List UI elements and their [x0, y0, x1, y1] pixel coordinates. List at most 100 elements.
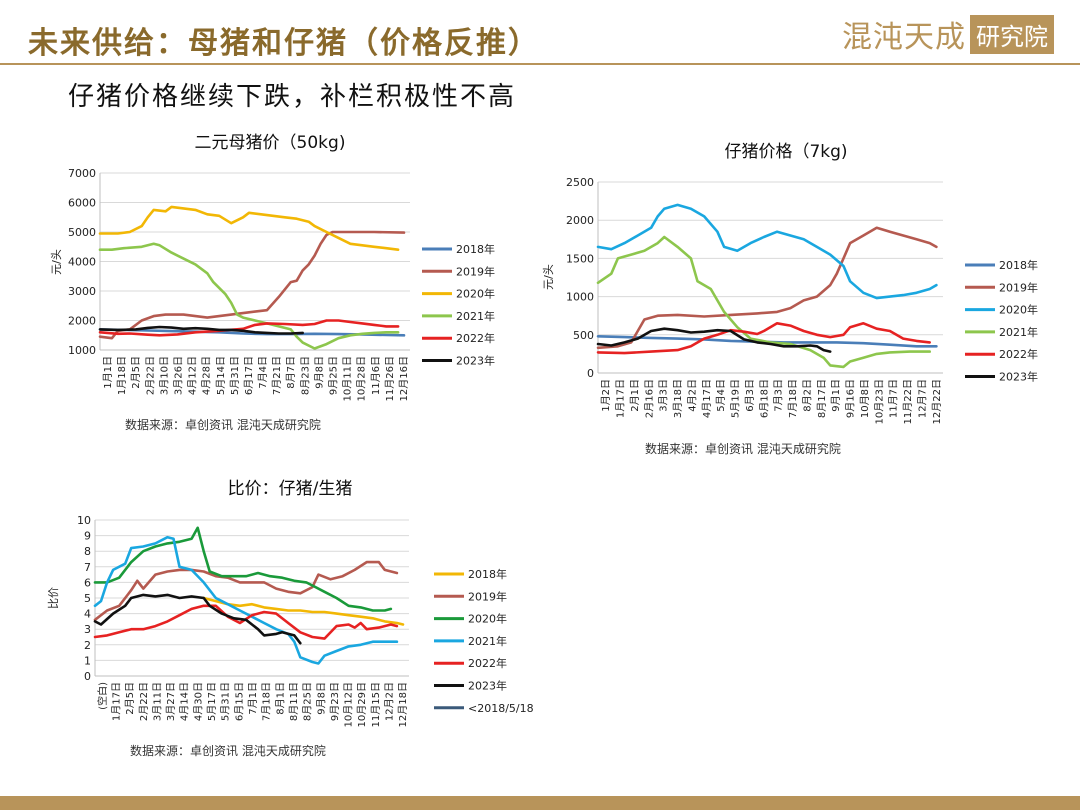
- data-source: 数据来源：卓创资讯 混沌天成研究院: [645, 441, 841, 456]
- y-tick-label: 0: [84, 670, 91, 683]
- x-tick-label: 8月1日: [274, 682, 286, 715]
- y-tick-label: 5000: [68, 226, 96, 239]
- y-tick-label: 7000: [68, 167, 96, 180]
- y-tick-label: 6: [84, 576, 91, 589]
- x-tick-label: 11月7日: [888, 379, 900, 418]
- x-tick-label: 10月28日: [356, 356, 368, 401]
- x-tick-label: 7月3日: [773, 379, 785, 412]
- x-tick-label: 3月27日: [165, 682, 177, 721]
- series-line-2021年: [596, 235, 931, 369]
- legend-label: 2019年: [456, 264, 495, 278]
- y-tick-label: 10: [77, 514, 91, 527]
- legend-label: 2021年: [999, 325, 1038, 339]
- y-tick-label: 8: [84, 545, 91, 558]
- legend-label: 2022年: [468, 656, 507, 670]
- x-tick-label: 8月2日: [801, 379, 813, 412]
- x-tick-label: 10月8日: [859, 379, 871, 418]
- series-line-2020年: [98, 205, 400, 251]
- series-line-2023年: [98, 325, 304, 335]
- legend-label: 2018年: [456, 242, 495, 256]
- legend-label: 2018年: [999, 258, 1038, 272]
- x-tick-label: 6月15日: [233, 682, 245, 721]
- series-line-2021年: [98, 242, 400, 350]
- x-tick-label: 12月2日: [384, 682, 396, 721]
- x-tick-label: 5月19日: [730, 379, 742, 418]
- x-tick-label: (空白): [96, 682, 109, 710]
- legend-label: 2023年: [468, 679, 507, 693]
- y-tick-label: 1000: [566, 291, 594, 304]
- series-line-2020年: [596, 203, 938, 300]
- y-tick-label: 9: [84, 530, 91, 543]
- y-tick-label: 1000: [68, 344, 96, 357]
- y-tick-label: 1: [84, 654, 91, 667]
- x-tick-label: 1月17日: [110, 682, 122, 721]
- x-tick-label: 5月17日: [206, 682, 218, 721]
- x-tick-label: 11月26日: [384, 356, 396, 401]
- x-tick-label: 11月22日: [902, 379, 914, 424]
- x-tick-label: 4月14日: [179, 682, 191, 721]
- y-tick-label: 3000: [68, 285, 96, 298]
- slide-subtitle: 仔猪价格继续下跌，补栏积极性不高: [68, 82, 517, 112]
- y-tick-label: 2: [84, 639, 91, 652]
- x-tick-label: 5月31日: [229, 356, 241, 395]
- x-tick-label: 8月23日: [299, 356, 311, 395]
- x-tick-label: 7月1日: [247, 682, 259, 715]
- y-tick-label: 0: [587, 367, 594, 380]
- series-line-2022年: [98, 319, 400, 337]
- legend-label: 2021年: [468, 634, 507, 648]
- x-tick-label: 3月11日: [151, 682, 163, 721]
- x-tick-label: 8月25日: [302, 682, 314, 721]
- x-tick-label: 6月17日: [243, 356, 255, 395]
- series-line-2022年: [596, 322, 931, 355]
- x-tick-label: 2月22日: [144, 356, 156, 395]
- x-tick-label: 1月1日: [102, 356, 114, 389]
- series-line-2018年: [202, 596, 405, 626]
- x-tick-label: 4月28日: [201, 356, 213, 395]
- x-tick-label: 2月5日: [130, 356, 142, 389]
- x-tick-label: 12月7日: [916, 379, 928, 418]
- x-tick-label: 7月18日: [787, 379, 799, 418]
- x-tick-label: 10月29日: [356, 682, 368, 727]
- y-tick-label: 4: [84, 608, 91, 621]
- y-tick-label: 6000: [68, 197, 96, 210]
- x-tick-label: 5月4日: [715, 379, 727, 412]
- x-tick-label: 2月22日: [138, 682, 150, 721]
- x-tick-label: 9月8日: [315, 682, 327, 715]
- series-line-2023年: [93, 593, 302, 645]
- x-tick-label: 11月6日: [370, 356, 382, 395]
- x-tick-label: 5月14日: [215, 356, 227, 395]
- x-tick-label: 8月7日: [285, 356, 297, 389]
- x-tick-label: 6月3日: [744, 379, 756, 412]
- x-tick-label: 4月30日: [192, 682, 204, 721]
- series-line-2019年: [98, 230, 406, 340]
- x-tick-label: 3月26日: [173, 356, 185, 395]
- footer-bar: [0, 796, 1080, 810]
- legend-label: 2019年: [999, 280, 1038, 294]
- legend-label: 2022年: [999, 347, 1038, 361]
- y-tick-label: 5: [84, 592, 91, 605]
- x-tick-label: 3月3日: [658, 379, 670, 412]
- legend-label: 2021年: [456, 309, 495, 323]
- series-line-2020年: [93, 526, 393, 612]
- y-tick-label: 3: [84, 623, 91, 636]
- brand-logo: 混沌天成 研究院: [842, 14, 1054, 55]
- chart-title: 二元母猪价（50kg): [195, 133, 346, 153]
- y-tick-label: 2000: [566, 214, 594, 227]
- y-tick-label: 7: [84, 561, 91, 574]
- header-divider: [0, 63, 1080, 65]
- chart-title: 仔猪价格（7kg): [724, 142, 847, 162]
- series-line-2019年: [93, 560, 399, 622]
- x-tick-label: 1月2日: [600, 379, 612, 412]
- x-tick-label: 10月11日: [342, 356, 354, 401]
- x-tick-label: 9月8日: [313, 356, 325, 389]
- y-tick-label: 4000: [68, 256, 96, 269]
- x-tick-label: 5月31日: [220, 682, 232, 721]
- legend-label: 2020年: [456, 287, 495, 301]
- x-tick-label: 12月16日: [398, 356, 410, 401]
- logo-badge: 研究院: [970, 14, 1054, 54]
- x-tick-label: 9月1日: [830, 379, 842, 412]
- x-tick-label: 1月18日: [116, 356, 128, 395]
- slide-title: 未来供给：母猪和仔猪（价格反推）: [28, 26, 540, 61]
- y-axis-label: 比价: [47, 587, 60, 609]
